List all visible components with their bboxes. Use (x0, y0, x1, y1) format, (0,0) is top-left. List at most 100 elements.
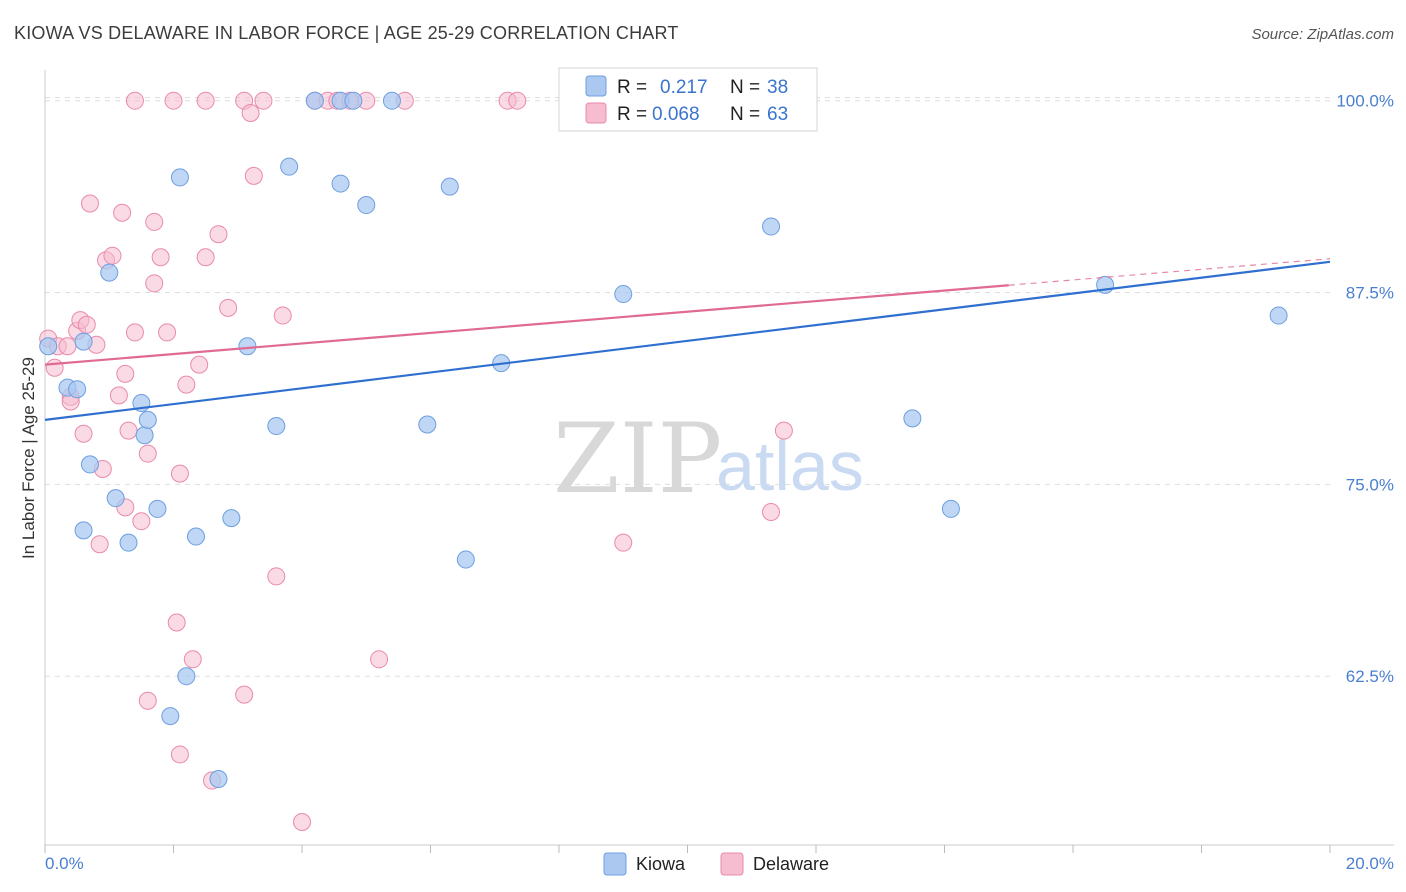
stats-legend: R = 0.217 N = 38 R = 0.068 N = 63 (558, 67, 818, 132)
kiowa-n-value: 38 (767, 77, 788, 98)
delaware-point (196, 91, 215, 110)
delaware-point (267, 567, 286, 586)
kiowa-point (418, 415, 437, 434)
delaware-point (125, 91, 144, 110)
kiowa-point (148, 499, 167, 518)
delaware-point (145, 274, 164, 293)
kiowa-point (138, 410, 157, 429)
legend-delaware-swatch (720, 852, 744, 876)
y-tick-label: 62.5% (1346, 667, 1394, 686)
delaware-trend-line (44, 284, 1009, 366)
delaware-point (244, 166, 263, 185)
x-ticks (44, 845, 1331, 853)
delaware-point (508, 91, 527, 110)
kiowa-point (161, 707, 180, 726)
kiowa-point (331, 174, 350, 193)
y-tick-label: 87.5% (1346, 284, 1394, 303)
delaware-n-label: N = (730, 104, 760, 125)
delaware-r-label: R = (617, 104, 647, 125)
kiowa-point (941, 499, 960, 518)
delaware-point (219, 298, 238, 317)
watermark: ZIP atlas (553, 403, 864, 515)
delaware-point (145, 212, 164, 231)
delaware-point (80, 194, 99, 213)
delaware-point (177, 375, 196, 394)
delaware-point (113, 203, 132, 222)
delaware-point (170, 745, 189, 764)
delaware-n-value: 63 (767, 104, 788, 125)
watermark-zip: ZIP (553, 403, 722, 515)
delaware-point (138, 444, 157, 463)
delaware-point (273, 306, 292, 325)
kiowa-point (106, 489, 125, 508)
delaware-point (58, 337, 77, 356)
kiowa-point (344, 91, 363, 110)
y-axis-label: In Labor Force | Age 25-29 (19, 357, 38, 559)
delaware-point (77, 315, 96, 334)
chart-title: KIOWA VS DELAWARE IN LABOR FORCE | AGE 2… (14, 23, 679, 43)
kiowa-point (74, 521, 93, 540)
kiowa-r-label: R = (617, 77, 647, 98)
delaware-point (170, 464, 189, 483)
kiowa-point (305, 91, 324, 110)
y-tick-label: 75.0% (1346, 475, 1394, 494)
kiowa-point (170, 168, 189, 187)
delaware-point (138, 691, 157, 710)
kiowa-r-value: 0.217 (660, 77, 708, 98)
delaware-point (74, 424, 93, 443)
kiowa-point (68, 380, 87, 399)
delaware-point (103, 246, 122, 265)
legend-delaware-label: Delaware (753, 854, 829, 874)
delaware-point (183, 650, 202, 669)
delaware-point (235, 685, 254, 704)
kiowa-point (1269, 306, 1288, 325)
delaware-point (119, 421, 138, 440)
kiowa-point (903, 409, 922, 428)
kiowa-point (440, 177, 459, 196)
kiowa-point (135, 426, 154, 445)
grid-lines (45, 97, 1330, 677)
legend-kiowa-swatch (603, 852, 627, 876)
legend-kiowa-label: Kiowa (636, 854, 686, 874)
delaware-point (241, 103, 260, 122)
delaware-point (45, 358, 64, 377)
delaware-point (132, 512, 151, 531)
scatter-points (39, 91, 1288, 831)
delaware-point (209, 225, 228, 244)
delaware-trend-extension (1008, 258, 1331, 286)
kiowa-point (762, 217, 781, 236)
watermark-atlas: atlas (716, 427, 864, 505)
delaware-point (614, 533, 633, 552)
kiowa-point (267, 417, 286, 436)
kiowa-point (357, 196, 376, 215)
kiowa-point (100, 263, 119, 282)
x-tick-label-max: 20.0% (1346, 854, 1394, 873)
kiowa-point (382, 91, 401, 110)
kiowa-point (238, 337, 257, 356)
delaware-point (109, 386, 128, 405)
kiowa-point (186, 527, 205, 546)
delaware-r-value: 0.068 (652, 104, 700, 125)
trend-lines (44, 258, 1331, 421)
kiowa-point (39, 337, 58, 356)
delaware-point (190, 355, 209, 374)
delaware-point (116, 364, 135, 383)
kiowa-point (119, 533, 138, 552)
delaware-point (254, 91, 273, 110)
delaware-point (90, 535, 109, 554)
delaware-swatch (585, 102, 607, 124)
delaware-point (762, 502, 781, 521)
kiowa-trend-line (44, 260, 1331, 421)
delaware-point (151, 248, 170, 267)
delaware-point (167, 613, 186, 632)
delaware-point (370, 650, 389, 669)
kiowa-point (456, 550, 475, 569)
kiowa-point (222, 509, 241, 528)
kiowa-point (177, 667, 196, 686)
delaware-point (125, 323, 144, 342)
kiowa-point (209, 770, 228, 789)
kiowa-point (80, 455, 99, 474)
series-legend: Kiowa Delaware (603, 852, 829, 876)
delaware-point (164, 91, 183, 110)
